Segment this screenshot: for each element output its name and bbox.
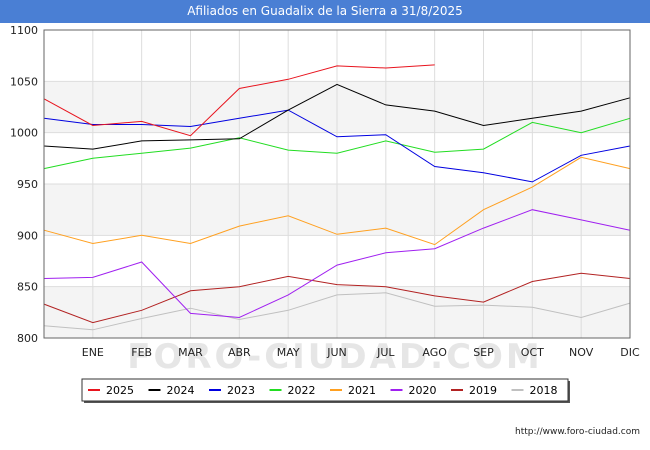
watermark: FORO-CIUDAD.COM [127,337,543,377]
legend-label-2021: 2021 [348,384,376,397]
x-tick-label: OCT [521,346,544,359]
chart-title: Afiliados en Guadalix de la Sierra a 31/… [0,0,650,23]
y-tick-label: 900 [17,229,38,242]
legend-box [81,378,569,402]
x-tick-label: ENE [82,346,104,359]
series-line-2024 [43,83,631,150]
x-tick-label: NOV [569,346,594,359]
legend-label-2022: 2022 [288,384,316,397]
y-tick-label: 1000 [10,127,38,140]
legend-label-2024: 2024 [167,384,195,397]
x-tick-label: JUN [326,346,347,359]
legend-label-2019: 2019 [469,384,497,397]
x-tick-label: DIC [620,346,640,359]
y-tick-label: 850 [17,281,38,294]
series-group [43,64,631,331]
legend-label-2020: 2020 [409,384,437,397]
y-tick-label: 1050 [10,75,38,88]
y-axis-ticks: 800 850 900 950 1000 1050 1100 [10,24,38,345]
x-axis-ticks: ENE FEB MAR ABR MAY JUN JUL AGO SEP OCT NOV DIC [82,346,640,359]
x-tick-label: JUL [376,346,395,359]
x-tick-label: MAR [178,346,203,359]
y-tick-label: 1100 [10,24,38,37]
legend-label-2018: 2018 [530,384,558,397]
series-line-2023 [43,109,631,183]
footer-url: http://www.foro-ciudad.com [515,427,640,437]
legend-label-2025: 2025 [106,384,134,397]
series-line-2022 [43,117,631,170]
y-tick-label: 800 [17,332,38,345]
x-tick-label: SEP [473,346,494,359]
x-tick-label: ABR [228,346,251,359]
series-line-2025 [43,64,435,137]
series-line-2021 [43,156,631,246]
series-line-2020 [43,209,631,319]
series-line-2018 [43,292,631,331]
x-tick-label: AGO [422,346,447,359]
series-line-2019 [43,272,631,324]
x-tick-label: MAY [277,346,300,359]
x-tick-label: FEB [131,346,152,359]
y-tick-label: 950 [17,178,38,191]
legend: 2025 2024 2023 2022 2021 2020 2019 2018 [81,378,570,403]
legend-label-2023: 2023 [227,384,255,397]
plot-frame [43,29,631,339]
